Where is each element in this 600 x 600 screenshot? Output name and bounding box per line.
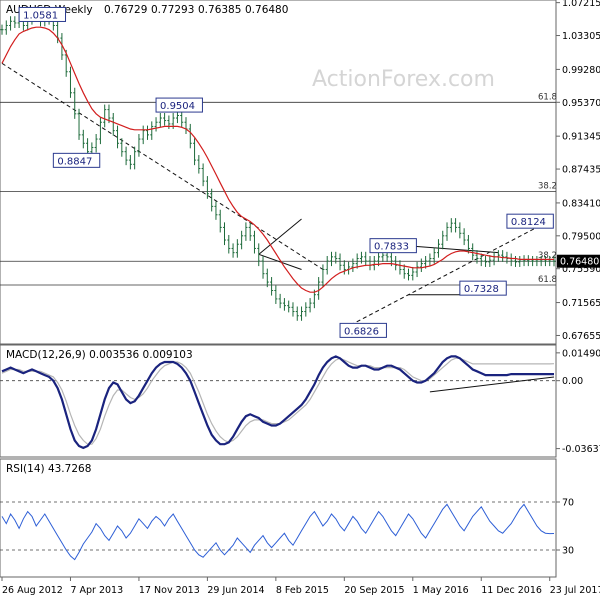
rsi-panel: RSI(14) 43.7268 70 30 xyxy=(0,458,574,578)
price-label: 0.8847 xyxy=(57,156,92,167)
x-axis: 26 Aug 2012 7 Apr 2013 17 Nov 2013 29 Jun 2… xyxy=(1,577,600,596)
macd-panel: MACD(12,26,9) 0.003536 0.009103 0.014902… xyxy=(0,344,600,458)
price-label: 0.7833 xyxy=(374,242,409,253)
price-label: 0.8124 xyxy=(511,217,546,228)
moving-average-line xyxy=(1,26,554,293)
ohlc-open: 0.76729 xyxy=(104,4,147,16)
trendline xyxy=(258,253,302,270)
ohlc-low: 0.76385 xyxy=(198,4,241,16)
x-tick-label: 20 Sep 2015 xyxy=(344,585,404,596)
rsi-tick-label: 70 xyxy=(562,498,574,509)
current-price-label: 0.76480 xyxy=(560,257,599,268)
price-label-box xyxy=(506,213,554,229)
current-price-marker: 0.76480 xyxy=(557,254,600,268)
x-tick-label: 29 Jun 2014 xyxy=(207,585,264,596)
macd-trendline xyxy=(429,376,555,393)
rsi-line xyxy=(1,503,555,561)
x-tick-label: 23 Jul 2017 xyxy=(550,585,600,596)
ohlc-close: 0.76480 xyxy=(245,4,288,16)
macd-title: MACD(12,26,9) 0.003536 0.009103 xyxy=(6,349,193,361)
x-tick-label: 8 Feb 2015 xyxy=(276,585,329,596)
price-tick-label: 0.91345 xyxy=(562,132,600,143)
price-label: 0.7328 xyxy=(464,284,499,295)
price-tick-label: 1.03305 xyxy=(562,31,600,42)
price-tick-label: 0.95370 xyxy=(562,98,600,109)
price-tick-label: 0.75590 xyxy=(562,264,600,275)
trendline xyxy=(258,218,302,255)
x-tick-label: 17 Nov 2013 xyxy=(139,585,200,596)
price-label-box xyxy=(459,280,507,296)
fib-label: 61.8 xyxy=(538,275,557,285)
fib-label: 61.8 xyxy=(538,92,557,102)
x-tick-label: 1 May 2016 xyxy=(413,585,469,596)
price-tick-label: 0.79500 xyxy=(562,231,600,242)
price-tick-label: 0.71565 xyxy=(562,298,600,309)
price-label-box xyxy=(339,322,387,338)
trendline xyxy=(1,62,324,270)
macd-tick-label: 0.014902 xyxy=(562,348,600,359)
price-tick-label: 0.67655 xyxy=(562,331,600,342)
macd-line xyxy=(1,355,554,450)
trendline xyxy=(344,226,538,329)
price-tick-label: 0.87435 xyxy=(562,165,600,176)
fib-label: 38.2 xyxy=(538,251,557,261)
price-tick-label: 0.99280 xyxy=(562,65,600,76)
price-panel: ActionForex.com AUDUSD,Weekly 0.76729 0.… xyxy=(0,0,600,345)
watermark: ActionForex.com xyxy=(312,67,495,92)
macd-tick-label: 0.00 xyxy=(562,376,583,387)
price-label-box xyxy=(52,152,101,168)
rsi-title: RSI(14) 43.7268 xyxy=(6,463,91,475)
price-label-box xyxy=(155,97,203,113)
price-tick-label: 0.83410 xyxy=(562,198,600,209)
x-tick-label: 26 Aug 2012 xyxy=(2,585,63,596)
price-label: 1.0581 xyxy=(23,10,58,21)
price-label-box xyxy=(18,6,67,22)
x-tick-label: 7 Apr 2013 xyxy=(70,585,123,596)
x-tick-label: 11 Dec 2016 xyxy=(481,585,542,596)
ohlc-high: 0.77293 xyxy=(151,4,194,16)
fib-label: 38.2 xyxy=(538,182,557,192)
price-label: 0.9504 xyxy=(160,101,195,112)
price-tick-label: 1.07215 xyxy=(562,0,600,9)
macd-tick-label: -0.036374 xyxy=(562,444,600,455)
rsi-tick-label: 30 xyxy=(562,546,574,557)
price-label-box xyxy=(369,238,417,254)
price-label: 0.6826 xyxy=(344,326,379,337)
